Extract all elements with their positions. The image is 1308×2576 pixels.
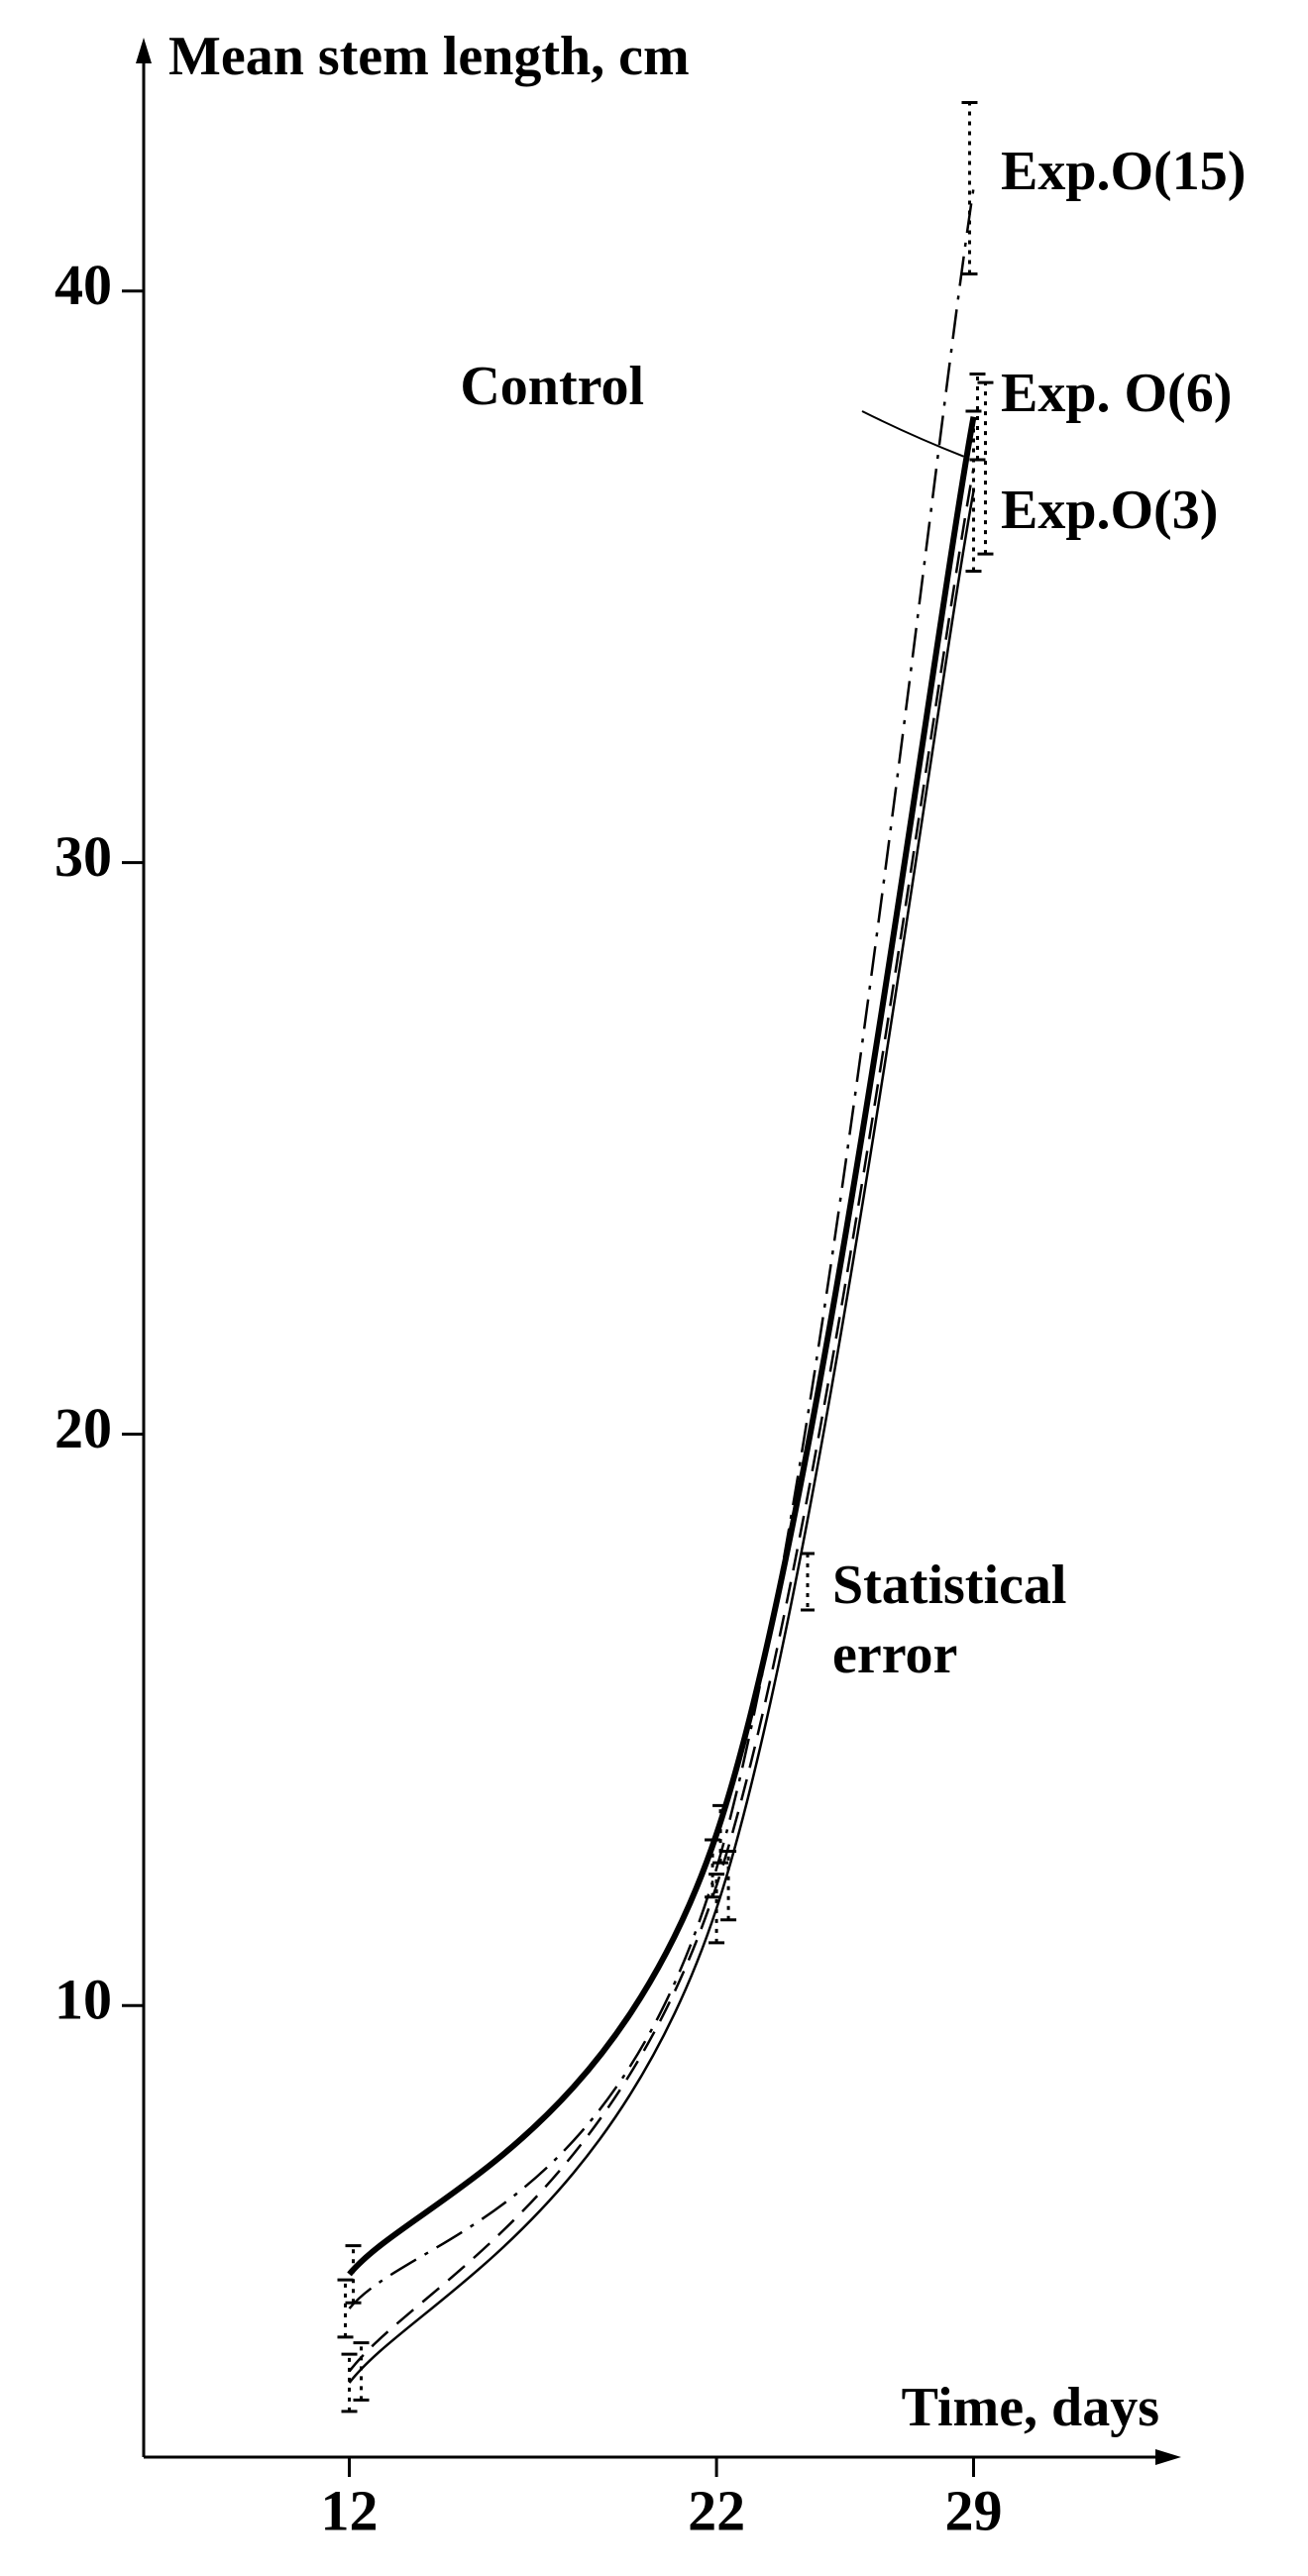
- series-line: [348, 490, 975, 2384]
- y-tick-label: 40: [54, 253, 112, 317]
- y-axis-label: Mean stem length, cm: [168, 26, 690, 87]
- series-line: [348, 187, 975, 2309]
- annotation: Statistical error: [832, 1555, 1067, 1685]
- series-label: Control: [460, 356, 644, 417]
- x-axis-label: Time, days: [902, 2377, 1159, 2438]
- x-arrow: [1155, 2449, 1181, 2465]
- x-tick-label: 29: [944, 2478, 1002, 2542]
- x-tick-label: 22: [688, 2478, 745, 2542]
- y-tick-label: 30: [54, 824, 112, 889]
- leader-line: [861, 410, 964, 458]
- series-label: Exp.O(15): [1001, 141, 1246, 202]
- series-label: Exp. O(6): [1001, 363, 1232, 424]
- series-line: [348, 468, 975, 2373]
- x-tick-label: 12: [321, 2478, 379, 2542]
- series-label: Exp.O(3): [1001, 480, 1218, 541]
- series-line: [347, 416, 977, 2277]
- y-tick-label: 20: [54, 1396, 112, 1460]
- y-arrow: [136, 38, 152, 63]
- y-tick-label: 10: [54, 1968, 112, 2032]
